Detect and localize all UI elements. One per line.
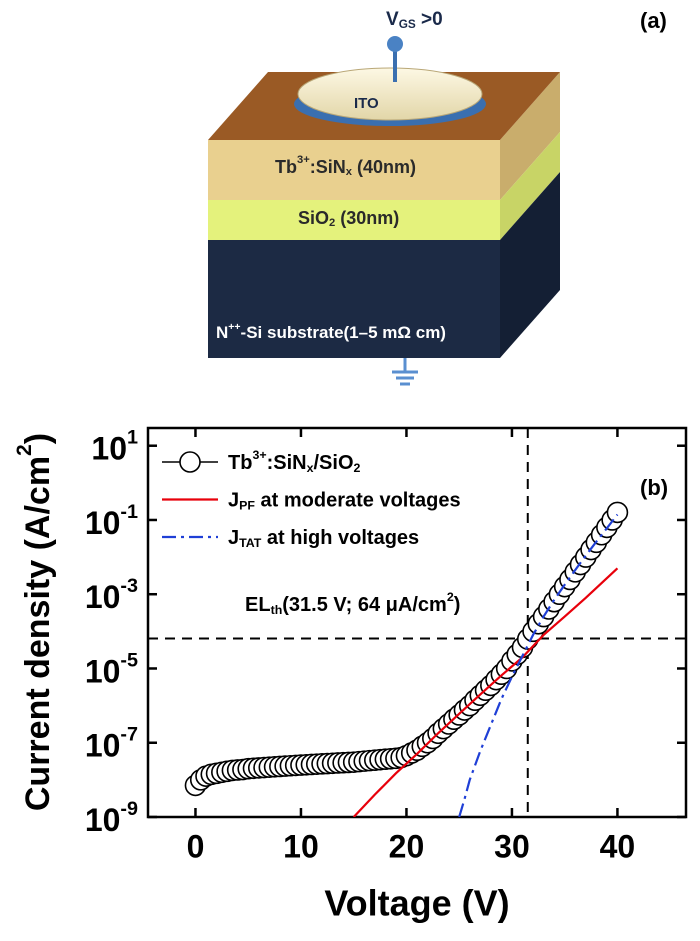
y-tick-label: 10-5 — [85, 649, 138, 690]
y-tick-label: 101 — [91, 427, 138, 468]
electrode-label: ITO — [354, 95, 379, 112]
superscript: -3 — [120, 575, 138, 597]
text-run: J — [228, 490, 239, 512]
superscript: 2 — [13, 444, 36, 456]
superscript: 3+ — [297, 154, 310, 166]
text-run: (31.5 V; 64 μA/cm — [282, 594, 447, 616]
text-run: 10 — [85, 505, 121, 541]
x-axis-title: Voltage (V) — [324, 883, 509, 924]
text-run: 10 — [91, 431, 127, 467]
text-run: ) — [19, 433, 57, 444]
text-run: (30nm) — [335, 208, 399, 228]
side-top-layer — [500, 72, 560, 200]
text-run: 10 — [85, 728, 121, 764]
front-substrate — [208, 240, 500, 358]
superscript: 3+ — [252, 448, 266, 462]
side-sio2 — [500, 132, 560, 240]
text-run: :SiN — [267, 452, 307, 474]
text-run: 10 — [85, 654, 121, 690]
series-line — [458, 513, 619, 817]
text-run: ) — [454, 594, 461, 616]
text-run: 10 — [85, 580, 121, 616]
layer-label: Tb3+:SiNx (40nm) — [275, 154, 416, 178]
text-run: :SiN — [310, 157, 346, 177]
plot-frame — [146, 426, 688, 819]
subscript: PF — [239, 499, 255, 513]
x-tick-label: 30 — [494, 828, 530, 864]
text-run: Current density (A/cm — [19, 456, 57, 811]
text-run: EL — [245, 594, 271, 616]
text-run: Tb — [275, 157, 297, 177]
y-tick-label: 10-3 — [85, 575, 138, 616]
panel-label: (a) — [640, 8, 667, 33]
side-substrate — [500, 172, 560, 358]
gate-contact — [387, 36, 403, 52]
legend-label: JTAT at high voltages — [228, 527, 419, 550]
front-sio2 — [208, 200, 500, 240]
text-run: N — [216, 323, 228, 342]
superscript: 1 — [127, 427, 138, 449]
legend-label: Tb3+:SiNx/SiO2 — [228, 448, 361, 475]
subscript: GS — [399, 17, 416, 31]
y-tick-label: 10-9 — [85, 798, 138, 839]
text-run: -Si substrate(1–5 mΩ cm) — [241, 323, 446, 342]
text-run: at high voltages — [261, 527, 419, 549]
superscript: ++ — [228, 321, 240, 333]
front-tb-layer — [208, 140, 500, 200]
y-tick-label: 10-7 — [85, 724, 138, 765]
y-tick-label: 10-1 — [85, 501, 138, 542]
text-run: (40nm) — [352, 157, 416, 177]
superscript: -9 — [120, 798, 138, 820]
x-tick-label: 0 — [187, 828, 205, 864]
text-run: J — [228, 527, 239, 549]
text-run: V — [386, 9, 399, 30]
subscript: 2 — [329, 217, 335, 229]
x-tick-label: 40 — [600, 828, 636, 864]
superscript: -1 — [120, 501, 138, 523]
series-line — [352, 567, 619, 817]
annotation: ELth(31.5 V; 64 μA/cm2) — [245, 590, 460, 617]
device-schematic: VGS >0 (a) ITO Tb3+:SiNx (40nm) SiO2 (30… — [208, 8, 667, 386]
legend-label: JPF at moderate voltages — [228, 490, 461, 513]
layer-label: SiO2 (30nm) — [298, 208, 399, 230]
subscript: th — [271, 603, 283, 617]
x-tick-label: 20 — [389, 828, 425, 864]
superscript: -5 — [120, 649, 138, 671]
text-run: Tb — [228, 452, 252, 474]
text-run: SiO — [298, 208, 329, 228]
subscript: x — [346, 166, 353, 178]
layer-label: N++-Si substrate(1–5 mΩ cm) — [216, 321, 446, 343]
ito-electrode — [297, 67, 483, 121]
panel-label: (b) — [640, 475, 668, 500]
text-run: >0 — [416, 9, 443, 30]
text-run: 10 — [85, 802, 121, 838]
y-axis-title: Current density (A/cm2) — [13, 433, 57, 811]
subscript: x — [307, 461, 314, 475]
subscript: 2 — [354, 461, 361, 475]
legend-marker — [179, 451, 201, 473]
superscript: -7 — [120, 724, 138, 746]
superscript: 2 — [447, 590, 454, 604]
text-run: at moderate voltages — [255, 490, 461, 512]
x-tick-label: 10 — [283, 828, 319, 864]
plot-area — [184, 501, 629, 817]
text-run: /SiO — [313, 452, 353, 474]
data-point — [606, 501, 629, 524]
subscript: TAT — [239, 536, 262, 550]
chart: Voltage (V) Current density (A/cm2) (b) … — [13, 426, 688, 924]
gate-voltage-label: VGS >0 — [386, 9, 443, 31]
